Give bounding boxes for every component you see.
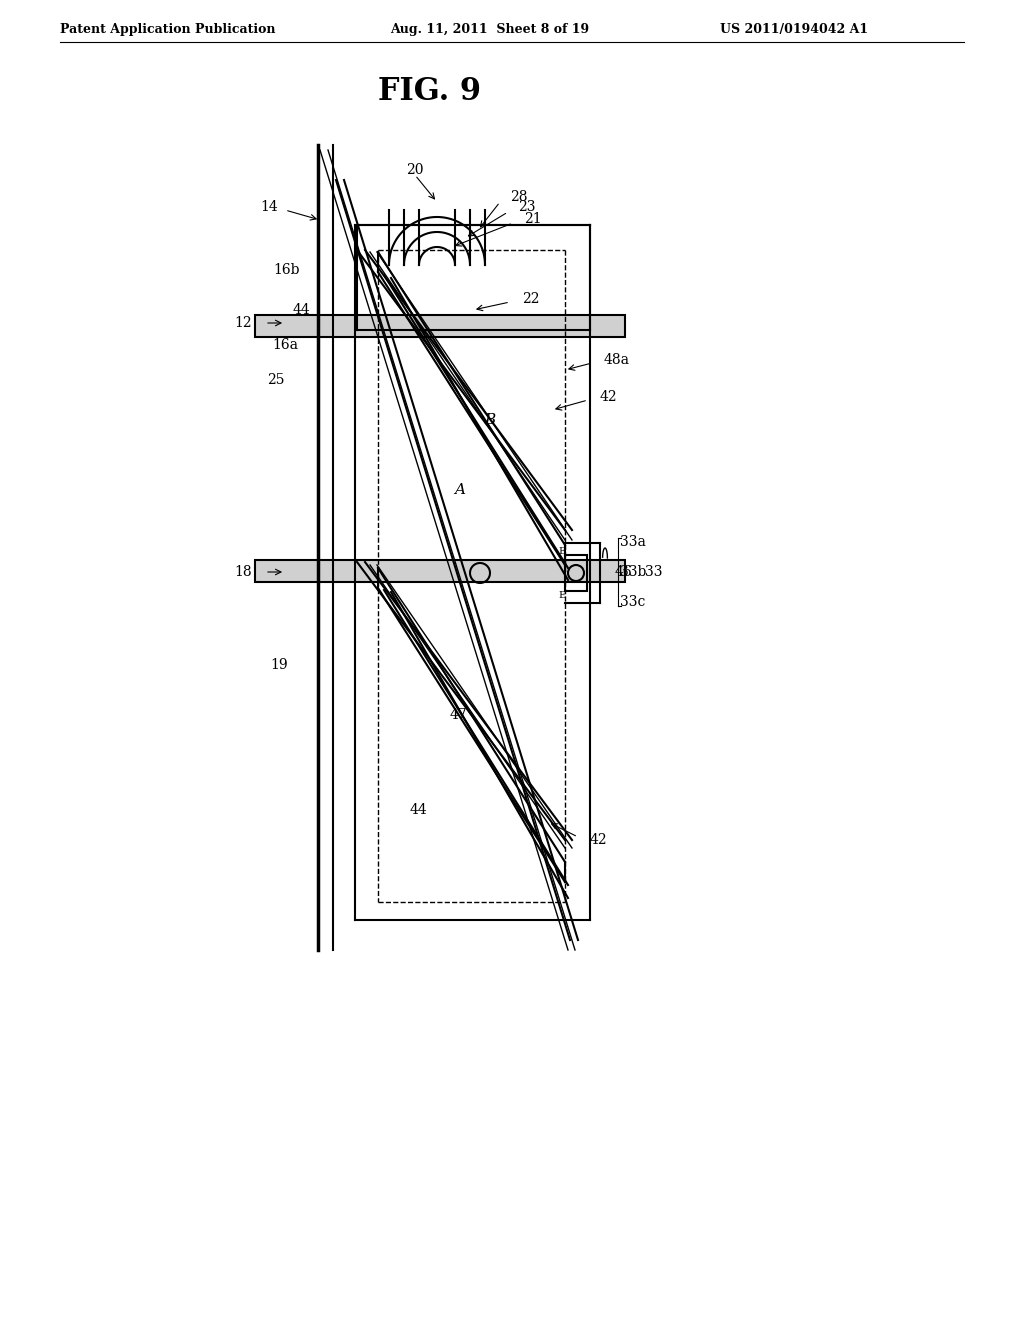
Text: E: E [558,590,565,599]
Text: 47: 47 [450,708,467,722]
Text: 12: 12 [234,315,252,330]
Text: 33c: 33c [620,595,645,609]
Text: 46: 46 [615,565,633,579]
Text: 25: 25 [267,374,285,387]
Text: 20: 20 [407,162,424,177]
Text: 28: 28 [510,190,527,205]
Text: A: A [455,483,466,498]
Text: 21: 21 [524,213,542,226]
Text: 42: 42 [590,833,607,847]
Polygon shape [255,315,625,337]
Text: 23: 23 [518,201,536,214]
Text: 33b: 33b [620,565,646,579]
Text: 18: 18 [234,565,252,579]
Text: 33: 33 [645,565,663,579]
Text: 22: 22 [522,292,540,306]
Text: Aug. 11, 2011  Sheet 8 of 19: Aug. 11, 2011 Sheet 8 of 19 [390,24,589,37]
Text: 14: 14 [260,201,278,214]
Text: US 2011/0194042 A1: US 2011/0194042 A1 [720,24,868,37]
Text: 44: 44 [410,803,427,817]
Text: 48a: 48a [604,352,630,367]
Text: FIG. 9: FIG. 9 [379,77,481,107]
Text: B: B [484,413,496,426]
Text: 16b: 16b [273,263,300,277]
Text: 16a: 16a [272,338,298,352]
Text: 42: 42 [600,389,617,404]
Text: 19: 19 [270,657,288,672]
Text: Patent Application Publication: Patent Application Publication [60,24,275,37]
Polygon shape [255,560,625,582]
Text: 33a: 33a [620,535,646,549]
Text: E: E [558,546,565,556]
Text: 44: 44 [292,304,310,317]
